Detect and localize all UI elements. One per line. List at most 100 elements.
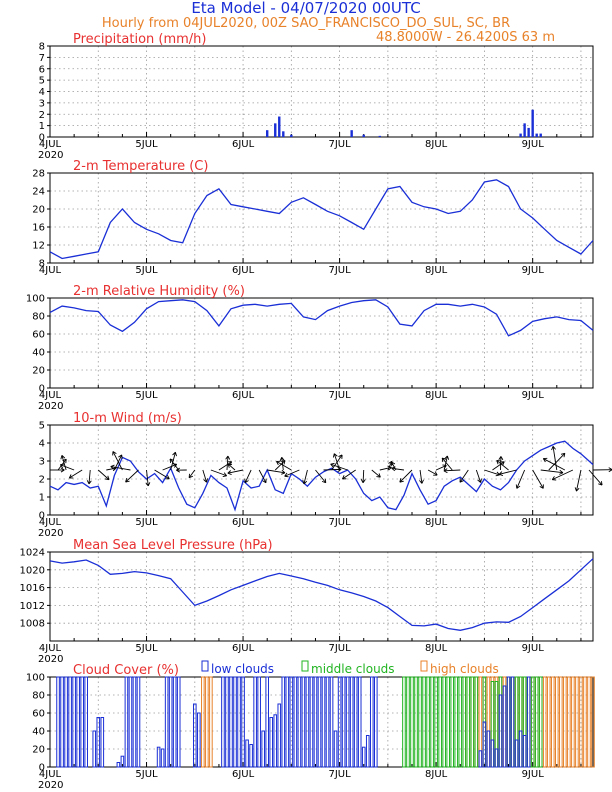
y-tick-label: 0 xyxy=(39,384,45,395)
wind-arrow-head xyxy=(225,455,231,460)
wind-arrow xyxy=(443,469,461,472)
y-tick-label: 1012 xyxy=(20,601,45,612)
cloud-bar-low xyxy=(245,739,249,768)
x-tick-label: 8JUL xyxy=(425,139,448,150)
panel-5: 1008 1012 1016 1020 1024 4JUL 5JUL 6JUL 7JUL 8JUL… xyxy=(20,538,594,665)
cloud-bar-middle xyxy=(462,676,467,768)
chart-title: Eta Model - 04/07/2020 00UTC xyxy=(191,0,420,17)
series-line xyxy=(49,299,594,337)
cloud-bar-high xyxy=(201,676,205,768)
cloud-bar-low xyxy=(241,676,245,768)
cloud-bar-low xyxy=(309,676,314,768)
cloud-bar-low xyxy=(293,676,298,768)
wind-arrow-head xyxy=(176,467,181,473)
wind-arrow-head xyxy=(338,454,343,459)
wind-arrow xyxy=(576,469,582,492)
y-tick-label: 2 xyxy=(39,475,45,486)
wind-arrow xyxy=(391,467,405,471)
cloud-bar-middle xyxy=(410,676,414,768)
y-tick-label: 100 xyxy=(26,294,45,305)
cloud-bar-low xyxy=(221,676,225,768)
wind-arrow xyxy=(552,446,558,471)
wind-arrow-head xyxy=(391,466,396,472)
legend-high-swatch xyxy=(420,660,428,672)
cloud-bar-low xyxy=(132,676,137,768)
wind-arrow-head xyxy=(279,457,285,462)
x-tick-label: 4JUL xyxy=(39,139,62,150)
wind-arrow-head xyxy=(515,484,521,489)
wind-arrow-head xyxy=(559,469,564,475)
wind-arrow xyxy=(146,469,149,486)
wind-arrow xyxy=(218,461,232,471)
y-tick-label: 16 xyxy=(32,223,45,234)
wind-arrow-head xyxy=(551,476,557,481)
wind-arrow xyxy=(97,469,110,480)
precip-bar xyxy=(539,133,542,137)
cloud-bar-low xyxy=(100,717,105,768)
legend-middle-swatch xyxy=(301,660,309,672)
y-tick-label: 28 xyxy=(32,169,45,180)
cloud-bar-low xyxy=(168,676,173,768)
wind-arrow-head xyxy=(284,472,289,478)
cloud-bar-low xyxy=(156,746,161,768)
wind-arrow xyxy=(69,469,83,479)
cloud-bar-low xyxy=(518,730,523,768)
panel-title: 2-m Temperature (C) xyxy=(73,159,208,174)
wind-arrow xyxy=(154,469,170,480)
x-tick-label: 6JUL xyxy=(232,517,255,528)
wind-arrow xyxy=(210,469,227,477)
wind-arrow-head xyxy=(433,471,438,476)
chart-subtitle-1: Hourly from 04JUL2020, 00Z SAO_FRANCISCO… xyxy=(102,16,510,31)
cloud-bar-low xyxy=(197,712,201,768)
y-tick-label: 2 xyxy=(39,110,45,121)
series-line xyxy=(49,558,594,631)
cloud-bar-high xyxy=(546,676,551,768)
wind-arrow xyxy=(88,469,91,484)
wind-arrow xyxy=(188,469,196,479)
x-tick-label: 9JUL xyxy=(522,139,545,150)
cloud-bar-high xyxy=(559,676,563,768)
cloud-bar-low xyxy=(72,676,76,768)
wind-arrow-head xyxy=(330,462,335,468)
y-tick-label: 80 xyxy=(32,691,45,702)
wind-arrow xyxy=(543,458,566,471)
wind-arrow xyxy=(441,457,453,471)
x-tick-label: 5JUL xyxy=(135,139,158,150)
wind-arrow-head xyxy=(59,463,65,469)
cloud-bar-low xyxy=(92,730,97,768)
y-tick-label: 12 xyxy=(32,241,45,252)
y-tick-label: 1 xyxy=(39,493,45,504)
y-tick-label: 5 xyxy=(39,421,45,432)
x-tick-label: 6JUL xyxy=(232,265,255,276)
cloud-bar-low xyxy=(261,730,265,768)
panel-title: Cloud Cover (%) xyxy=(73,663,179,678)
cloud-bar-low xyxy=(365,735,370,768)
wind-arrow-head xyxy=(574,487,580,492)
cloud-bar-low xyxy=(313,676,318,768)
x-tick-label: 7JUL xyxy=(328,265,351,276)
x-tick-label: 6JUL xyxy=(232,390,255,401)
wind-arrow-head xyxy=(441,457,447,463)
y-tick-label: 20 xyxy=(32,205,45,216)
cloud-bar-low xyxy=(253,676,257,768)
cloud-bar-middle xyxy=(414,676,418,768)
cloud-bar-low xyxy=(297,676,302,768)
wind-arrow-head xyxy=(496,459,501,465)
y-tick-label: 1 xyxy=(39,121,45,132)
cloud-bar-low xyxy=(369,676,374,768)
wind-arrow-head xyxy=(321,478,327,484)
cloud-bar-low xyxy=(229,676,233,768)
cloud-bar-low xyxy=(277,703,282,768)
cloud-bar-low xyxy=(317,676,322,768)
cloud-bar-low xyxy=(249,744,253,768)
panel-title: 2-m Relative Humidity (%) xyxy=(73,284,245,299)
y-tick-label: 20 xyxy=(32,366,45,377)
wind-arrow xyxy=(548,452,566,471)
wind-arrow xyxy=(496,460,509,471)
cloud-bar-low xyxy=(124,676,129,768)
wind-arrow-head xyxy=(172,451,177,457)
precip-bar xyxy=(282,131,285,137)
wind-arrow-head xyxy=(443,468,448,474)
cloud-bar-low xyxy=(96,717,101,768)
